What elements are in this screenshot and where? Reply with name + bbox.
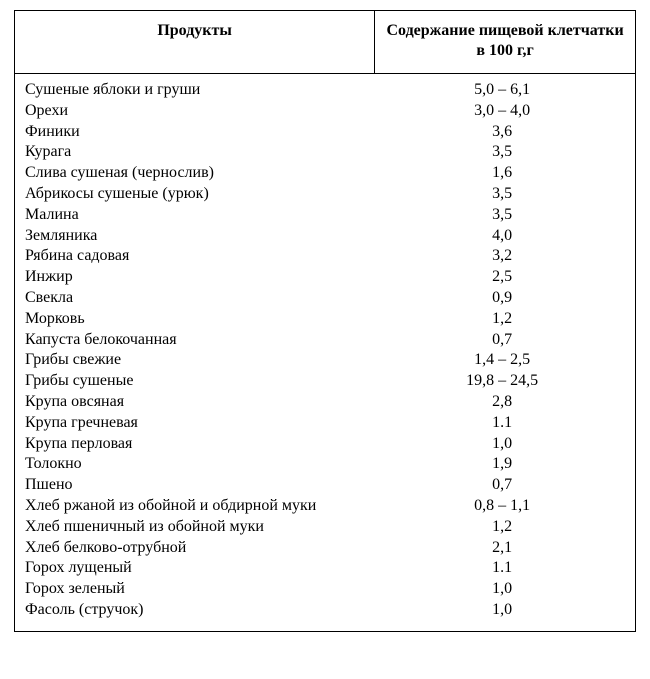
value-cell: 1.1 xyxy=(375,558,629,579)
product-cell: Курага xyxy=(23,142,375,163)
product-cell: Хлеб ржаной из обойной и обдирной муки xyxy=(23,496,375,517)
table-row: Крупа перловая1,0 xyxy=(23,434,627,455)
table-row: Рябина садовая3,2 xyxy=(23,246,627,267)
table-row: Морковь1,2 xyxy=(23,309,627,330)
product-cell: Хлеб пшеничный из обойной муки xyxy=(23,517,375,538)
value-cell: 0,7 xyxy=(375,475,629,496)
table-row: Грибы сушеные19,8 – 24,5 xyxy=(23,371,627,392)
value-cell: 1,6 xyxy=(375,163,629,184)
table-row: Хлеб белково-отрубной2,1 xyxy=(23,538,627,559)
value-cell: 1,0 xyxy=(375,434,629,455)
product-cell: Крупа гречневая xyxy=(23,413,375,434)
product-cell: Грибы свежие xyxy=(23,350,375,371)
value-cell: 1,9 xyxy=(375,454,629,475)
table-row: Сушеные яблоки и груши5,0 – 6,1 xyxy=(23,80,627,101)
value-cell: 4,0 xyxy=(375,226,629,247)
value-cell: 1,4 – 2,5 xyxy=(375,350,629,371)
product-cell: Капуста белокочанная xyxy=(23,330,375,351)
table-row: Орехи3,0 – 4,0 xyxy=(23,101,627,122)
value-cell: 3,6 xyxy=(375,122,629,143)
product-cell: Пшено xyxy=(23,475,375,496)
table-row: Горох лущеный1.1 xyxy=(23,558,627,579)
value-cell: 3,0 – 4,0 xyxy=(375,101,629,122)
table-row: Земляника4,0 xyxy=(23,226,627,247)
product-cell: Толокно xyxy=(23,454,375,475)
table-body-row: Сушеные яблоки и груши5,0 – 6,1Орехи3,0 … xyxy=(15,74,636,632)
value-cell: 1,2 xyxy=(375,309,629,330)
table-row: Курага3,5 xyxy=(23,142,627,163)
value-cell: 3,5 xyxy=(375,205,629,226)
header-product: Продукты xyxy=(15,11,375,74)
table-body-cell: Сушеные яблоки и груши5,0 – 6,1Орехи3,0 … xyxy=(15,74,636,632)
value-cell: 1,2 xyxy=(375,517,629,538)
value-cell: 0,7 xyxy=(375,330,629,351)
fiber-table: Продукты Содержание пищевой клетчатки в … xyxy=(14,10,636,632)
table-row: Толокно1,9 xyxy=(23,454,627,475)
table-row: Горох зеленый1,0 xyxy=(23,579,627,600)
product-cell: Фасоль (стручок) xyxy=(23,600,375,621)
product-cell: Горох лущеный xyxy=(23,558,375,579)
value-cell: 19,8 – 24,5 xyxy=(375,371,629,392)
product-cell: Орехи xyxy=(23,101,375,122)
product-cell: Абрикосы сушеные (урюк) xyxy=(23,184,375,205)
table-row: Финики3,6 xyxy=(23,122,627,143)
table-row: Капуста белокочанная0,7 xyxy=(23,330,627,351)
table-row: Инжир2,5 xyxy=(23,267,627,288)
value-cell: 1.1 xyxy=(375,413,629,434)
value-cell: 2,8 xyxy=(375,392,629,413)
table-row: Фасоль (стручок)1,0 xyxy=(23,600,627,621)
table-row: Крупа гречневая1.1 xyxy=(23,413,627,434)
rows-container: Сушеные яблоки и груши5,0 – 6,1Орехи3,0 … xyxy=(23,80,627,621)
product-cell: Рябина садовая xyxy=(23,246,375,267)
value-cell: 2,1 xyxy=(375,538,629,559)
value-cell: 0,8 – 1,1 xyxy=(375,496,629,517)
product-cell: Земляника xyxy=(23,226,375,247)
product-cell: Грибы сушеные xyxy=(23,371,375,392)
table-row: Хлеб ржаной из обойной и обдирной муки0,… xyxy=(23,496,627,517)
table-row: Грибы свежие1,4 – 2,5 xyxy=(23,350,627,371)
table-row: Крупа овсяная2,8 xyxy=(23,392,627,413)
product-cell: Слива сушеная (чернослив) xyxy=(23,163,375,184)
table-row: Абрикосы сушеные (урюк)3,5 xyxy=(23,184,627,205)
product-cell: Сушеные яблоки и груши xyxy=(23,80,375,101)
table-header-row: Продукты Содержание пищевой клетчатки в … xyxy=(15,11,636,74)
product-cell: Хлеб белково-отрубной xyxy=(23,538,375,559)
product-cell: Крупа овсяная xyxy=(23,392,375,413)
value-cell: 1,0 xyxy=(375,600,629,621)
value-cell: 0,9 xyxy=(375,288,629,309)
product-cell: Малина xyxy=(23,205,375,226)
value-cell: 1,0 xyxy=(375,579,629,600)
table-row: Слива сушеная (чернослив)1,6 xyxy=(23,163,627,184)
product-cell: Финики xyxy=(23,122,375,143)
header-value: Содержание пищевой клетчатки в 100 г,г xyxy=(375,11,636,74)
product-cell: Морковь xyxy=(23,309,375,330)
product-cell: Инжир xyxy=(23,267,375,288)
table-row: Свекла0,9 xyxy=(23,288,627,309)
value-cell: 3,2 xyxy=(375,246,629,267)
value-cell: 2,5 xyxy=(375,267,629,288)
product-cell: Горох зеленый xyxy=(23,579,375,600)
value-cell: 5,0 – 6,1 xyxy=(375,80,629,101)
table-row: Малина3,5 xyxy=(23,205,627,226)
value-cell: 3,5 xyxy=(375,184,629,205)
value-cell: 3,5 xyxy=(375,142,629,163)
product-cell: Свекла xyxy=(23,288,375,309)
table-row: Пшено0,7 xyxy=(23,475,627,496)
table-row: Хлеб пшеничный из обойной муки1,2 xyxy=(23,517,627,538)
product-cell: Крупа перловая xyxy=(23,434,375,455)
